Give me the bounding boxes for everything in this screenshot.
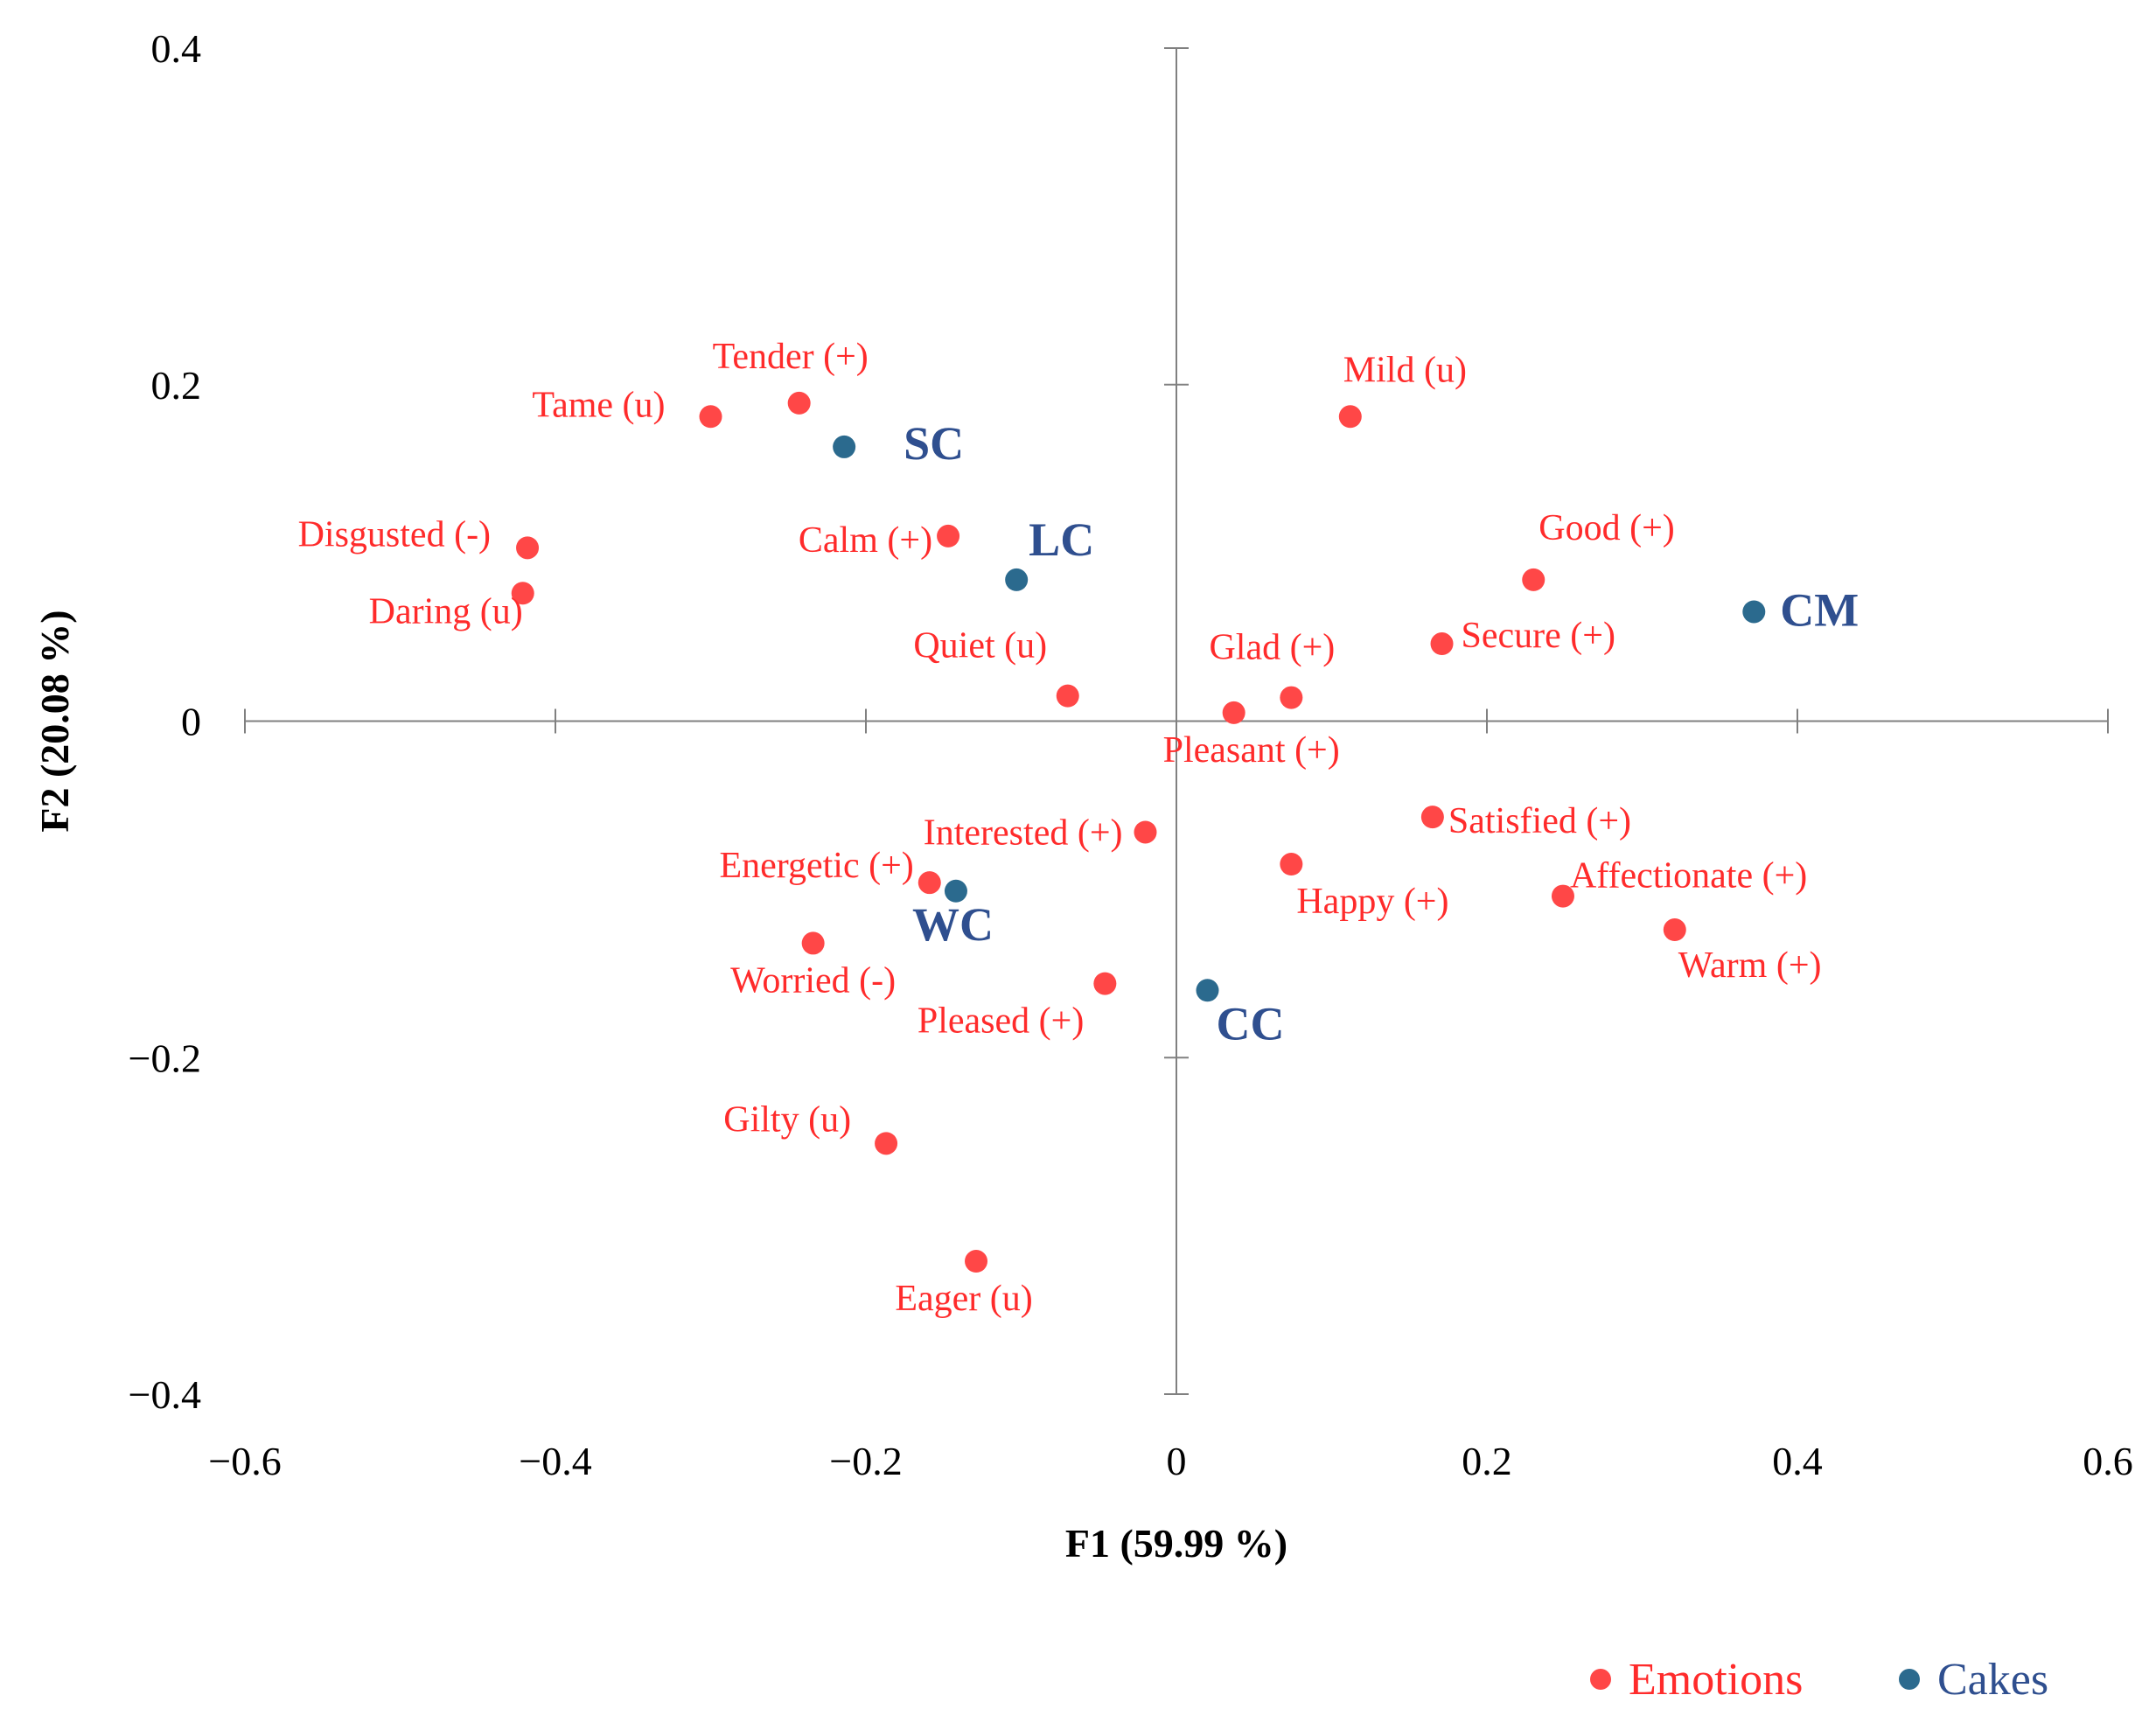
legend-marker [1899,1669,1920,1690]
cake-label: LC [1029,513,1094,566]
emotion-label: Energetic (+) [719,846,913,886]
y-tick-label: −0.2 [129,1036,201,1080]
x-tick-label: 0.6 [2083,1439,2133,1483]
emotion-point [1056,684,1079,708]
emotion-point [965,1250,988,1273]
emotion-label: Gilty (u) [723,1099,851,1140]
emotion-point [511,582,534,605]
emotion-label: Affectionate (+) [1570,856,1807,896]
cake-label: CM [1780,583,1859,636]
emotion-point [1134,820,1157,844]
emotion-point [516,536,540,560]
emotion-point [918,871,941,895]
emotion-point [699,405,722,429]
y-tick-label: 0 [181,700,201,744]
emotion-label: Mild (u) [1343,350,1467,390]
legend-label: Cakes [1937,1655,2048,1705]
x-axis-title: F1 (59.99 %) [1065,1521,1287,1566]
cake-point [944,879,967,903]
emotion-point [875,1132,898,1155]
emotion-label: Pleased (+) [918,1001,1084,1042]
y-axis-title: F2 (20.08 %) [32,610,77,832]
data-points: Tender (+) Tame (u) Mild (u) Disgusted (-) C… [298,337,1859,1319]
cake-label: CC [1217,997,1285,1050]
emotion-label: Eager (u) [895,1279,1032,1319]
emotion-point [1430,632,1454,656]
emotion-label: Happy (+) [1296,882,1448,922]
emotion-label: Secure (+) [1462,616,1615,656]
emotion-point [1280,686,1303,709]
emotion-label: Interested (+) [924,813,1123,853]
emotion-point [1222,701,1245,724]
emotion-label: Good (+) [1539,508,1675,548]
emotion-label: Tender (+) [713,337,869,377]
emotion-point [801,931,825,955]
y-tick-label: −0.4 [129,1372,201,1417]
cake-label: SC [904,417,964,470]
emotion-point [1338,405,1362,429]
emotion-label: Calm (+) [799,520,932,561]
cake-label: WC [912,898,994,951]
emotion-point [937,524,960,548]
x-tick-label: 0.2 [1462,1439,1512,1483]
cake-point [1742,600,1766,624]
emotion-label: Worried (-) [730,960,896,1001]
tick-labels: −0.6 −0.4 −0.2 0 0.2 0.4 0.6−0.4−0.200.20.4 [129,26,2133,1483]
y-tick-label: 0.2 [151,363,202,408]
emotion-point [1663,918,1686,942]
x-tick-label: 0.4 [1772,1439,1823,1483]
emotion-point [1280,853,1303,876]
cake-point [1196,979,1219,1002]
emotion-label: Pleasant (+) [1163,730,1340,771]
emotion-point [1093,972,1117,995]
emotion-point [787,391,811,415]
legend: Emotions Cakes [1590,1655,2048,1705]
x-tick-label: −0.6 [208,1439,281,1483]
y-tick-label: 0.4 [151,26,202,71]
emotion-point [1522,568,1545,591]
x-tick-label: 0 [1167,1439,1187,1483]
emotion-label: Warm (+) [1678,945,1822,986]
emotion-label: Tame (u) [532,385,665,425]
cake-point [833,435,856,458]
emotion-label: Quiet (u) [913,626,1047,666]
emotion-label: Disgusted (-) [298,514,491,555]
axes [244,47,2109,1395]
emotion-point [1420,806,1444,829]
legend-label: Emotions [1629,1655,1803,1705]
legend-marker [1590,1669,1611,1690]
emotion-point [1551,884,1574,908]
x-tick-label: −0.4 [519,1439,591,1483]
cake-point [1005,568,1029,591]
emotion-label: Daring (u) [369,591,523,631]
emotion-label: Glad (+) [1209,628,1335,668]
emotion-label: Satisfied (+) [1448,801,1631,841]
x-tick-label: −0.2 [829,1439,902,1483]
